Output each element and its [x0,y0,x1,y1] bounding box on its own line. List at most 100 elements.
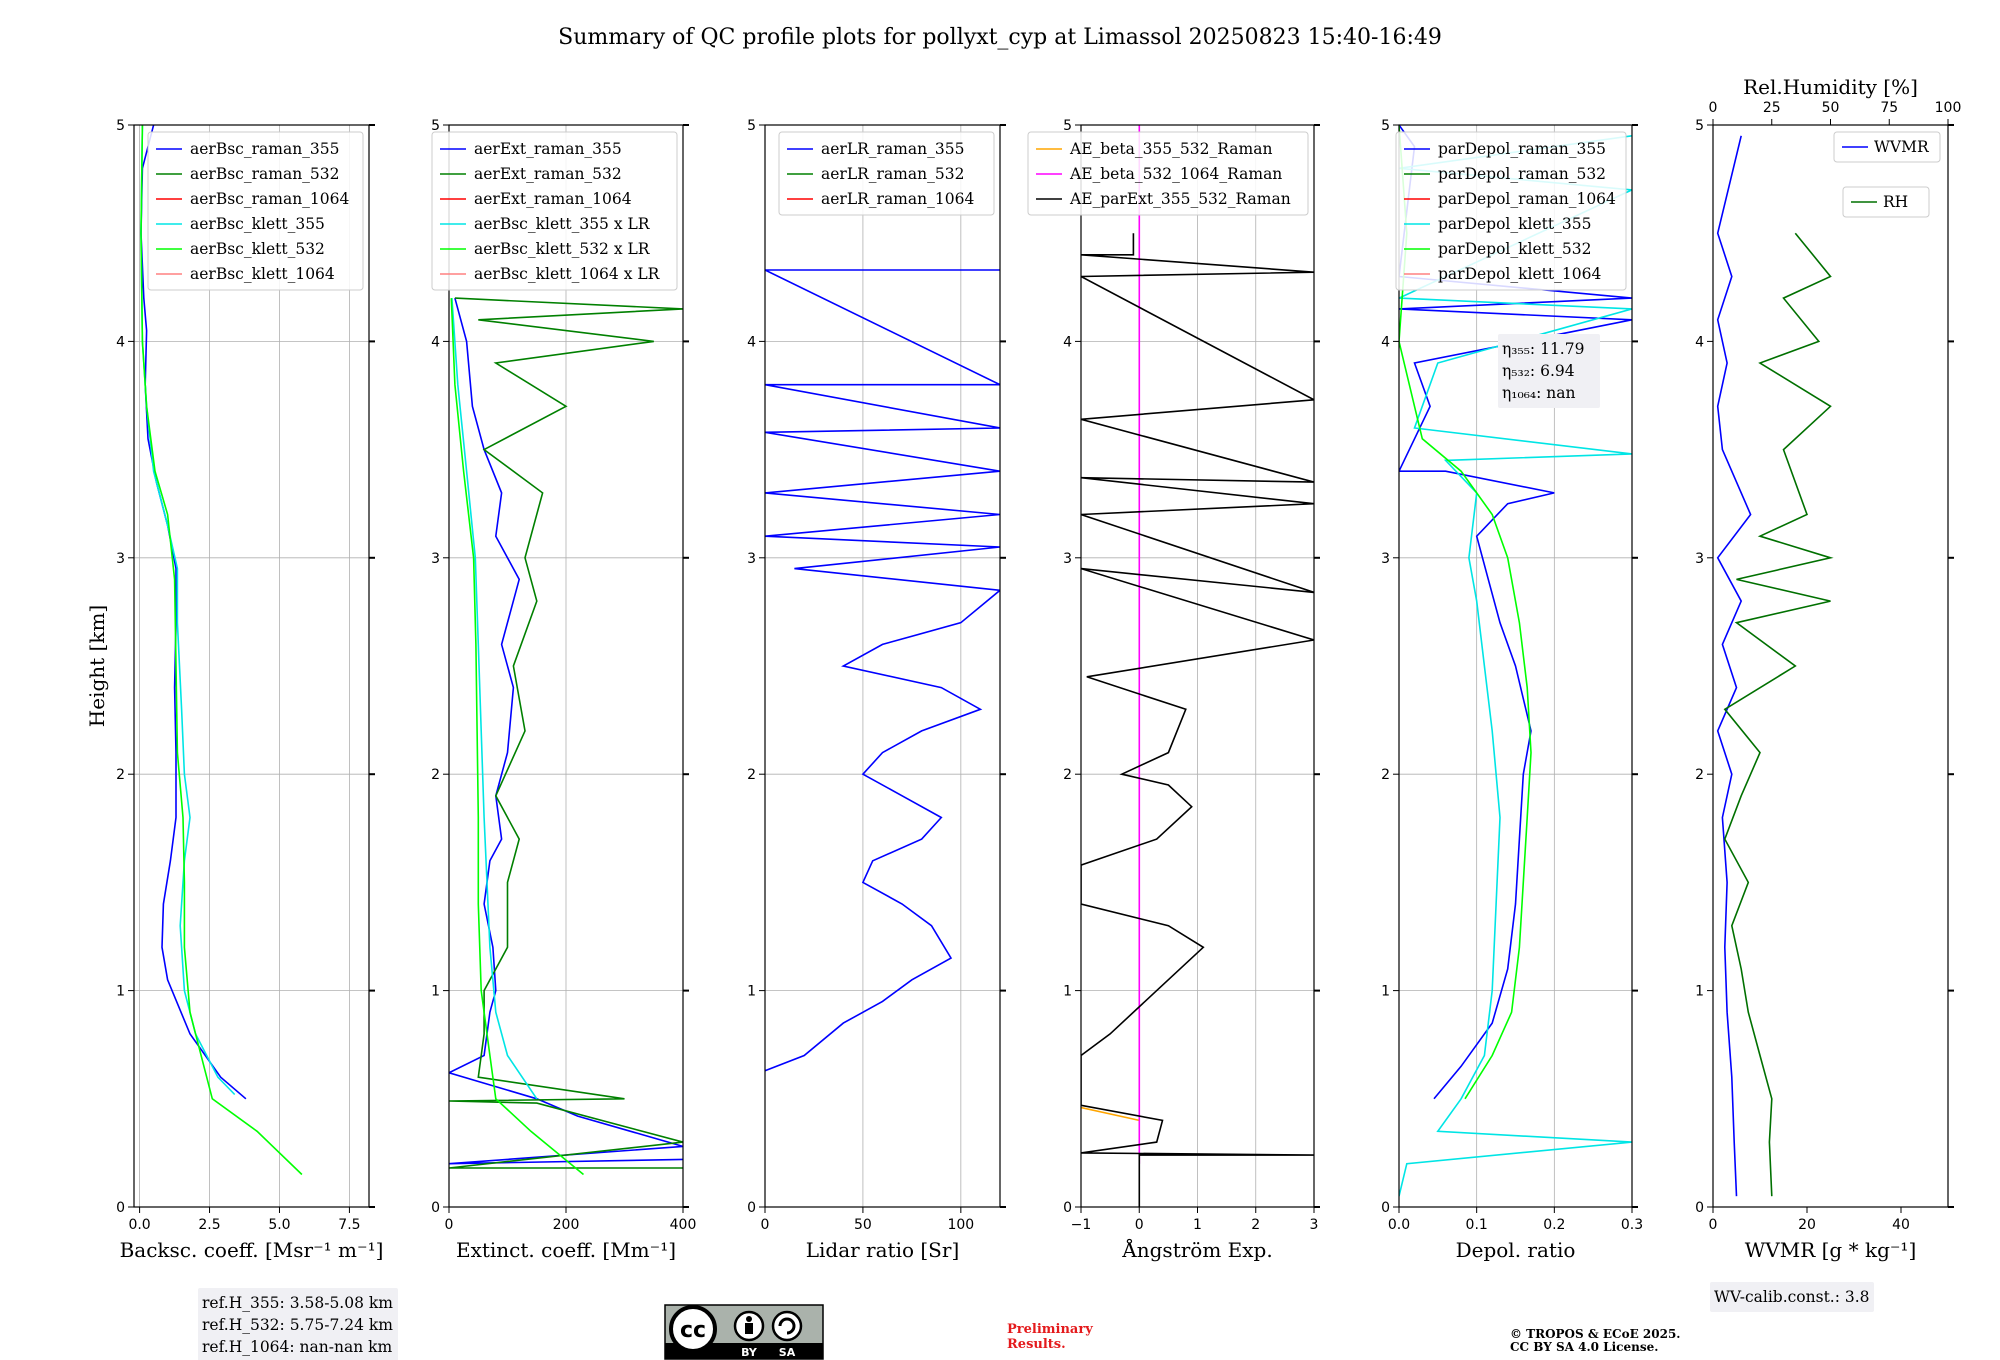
y-tick-label: 4 [1695,334,1704,350]
x-tick-label: 100 [947,1217,974,1233]
annotation-box [198,1288,398,1360]
legend-label: aerBsc_klett_1064 x LR [474,265,661,283]
x-tick-label: 0 [761,1217,770,1233]
axes-frame [133,124,370,1208]
x-tick-label: 20 [1798,1217,1816,1233]
y-tick-label: 1 [116,984,125,1000]
y-tick-label: 0 [1381,1200,1390,1216]
badge-by: BY [741,1346,758,1359]
series-line-parDepol_raman_355 [1399,125,1632,1100]
y-tick-label: 5 [1063,118,1072,134]
x-tick-label: 0.0 [128,1217,150,1233]
legend-label: aerBsc_klett_355 x LR [474,215,651,233]
x2-tick-label: 100 [1935,100,1962,116]
series-group [1399,125,1632,1197]
axes-frame [1712,124,1949,1208]
y-tick-label: 5 [747,118,756,134]
legend-label: aerBsc_raman_532 [190,165,340,183]
share-alike-icon [771,1310,803,1342]
annotation-box [1710,1282,1874,1312]
x-tick-label: 3 [1310,1217,1319,1233]
legend-box [1395,131,1627,291]
legend-label: parDepol_klett_532 [1438,240,1591,258]
y-tick-label: 0 [116,1200,125,1216]
x-axis-label: Lidar ratio [Sr] [806,1238,960,1262]
copyright-line-1: © TROPOS & ECoE 2025. [1510,1327,1680,1341]
cc-license-badge: cc BY SA [664,1304,824,1360]
x-axis-label: Extinct. coeff. [Mm⁻¹] [456,1238,676,1262]
y-tick-label: 0 [431,1200,440,1216]
y-tick-label: 3 [1063,551,1072,567]
x-tick-label: −1 [1071,1217,1092,1233]
legend-label: aerExt_raman_532 [474,165,622,183]
series-line-aerBsc_klett_355 x LR [451,298,538,1100]
panels: 0.0 2.5 5.0 7.5 0 1 2 3 4 5 Backsc. coeff. [Msr⁻¹ … [85,75,1961,1360]
series-line-AE_parExt_355_532_Raman [1081,233,1314,1207]
x-axis-label: Ångström Exp. [1121,1237,1272,1262]
legend-label: parDepol_klett_1064 [1438,265,1601,283]
x-tick-label: 0.2 [1543,1217,1565,1233]
preliminary-line-1: Preliminary [1007,1322,1093,1337]
panel-3: 0 50 100 0 1 2 3 4 5 Lidar ratio [Sr] aerLR_raman_… [747,118,1006,1262]
y-tick-label: 2 [1695,767,1704,783]
axes-frame [1398,124,1633,1208]
x-tick-label: 400 [670,1217,697,1233]
preliminary-line-2: Results. [1007,1337,1066,1352]
y-tick-label: 5 [431,118,440,134]
legend-label: aerBsc_klett_532 x LR [474,240,651,258]
series-line-RH [1723,232,1834,1197]
legend-label: aerExt_raman_355 [474,140,622,158]
y-tick-label: 2 [116,767,125,783]
x-tick-label: 200 [553,1217,580,1233]
x-tick-label: 5.0 [268,1217,290,1233]
legend-box [1842,186,1930,218]
series-line-AE_beta_355_532_Raman [1081,1106,1140,1122]
y-tick-label: 1 [1381,984,1390,1000]
y-tick-label: 2 [1063,767,1072,783]
legend-label: aerBsc_raman_355 [190,140,340,158]
annotation-line: ref.H_355: 3.58-5.08 km [202,1294,393,1312]
legend-label: RH [1883,193,1908,211]
legend-box [778,131,995,216]
y-tick-label: 0 [747,1200,756,1216]
y-axis-label: Height [km] [85,605,109,727]
legend-label: aerLR_raman_355 [821,140,964,158]
series-line-aerBsc_klett_532 [140,125,303,1176]
x2-tick-label: 50 [1822,100,1840,116]
x2-tick-label: 0 [1709,100,1718,116]
panel-6: 0 20 40 0 1 2 3 4 5 WVMR [g * kg⁻¹] 0 25 50 75 100 Rel.… [1695,75,1961,1312]
y-tick-label: 1 [1063,984,1072,1000]
figure-title: Summary of QC profile plots for pollyxt_… [558,25,1442,50]
x2-tick-label: 25 [1763,100,1781,116]
y-tick-label: 4 [1063,334,1072,350]
x-tick-label: 0 [1135,1217,1144,1233]
y-tick-label: 3 [747,551,756,567]
y-tick-label: 4 [116,334,125,350]
legend-label: WVMR [1874,138,1930,156]
y-tick-label: 2 [431,767,440,783]
series-group [1081,125,1314,1207]
x2-tick-label: 75 [1880,100,1898,116]
legend-label: aerExt_raman_1064 [474,190,632,208]
annotation-line: η₃₅₅: 11.79 [1502,340,1584,358]
legend-label: aerBsc_klett_532 [190,240,325,258]
annotation-line: η₁₀₆₄: nan [1502,384,1576,402]
y-tick-label: 3 [431,551,440,567]
annotation-line: η₅₃₂: 6.94 [1502,362,1575,380]
legend-label: aerLR_raman_532 [821,165,964,183]
y-tick-label: 2 [747,767,756,783]
series-line-parDepol_klett_532 [1399,125,1532,1100]
x-tick-label: 1 [1193,1217,1202,1233]
x-axis-label: Backsc. coeff. [Msr⁻¹ m⁻¹] [120,1238,384,1262]
y-tick-label: 5 [1381,118,1390,134]
legend-label: parDepol_raman_1064 [1438,190,1616,208]
legend-label: aerLR_raman_1064 [821,190,974,208]
y-tick-label: 4 [747,334,756,350]
y-tick-label: 5 [1695,118,1704,134]
legend-label: AE_parExt_355_532_Raman [1069,190,1291,208]
series-line-aerExt_raman_355 [449,297,683,1165]
legend-label: parDepol_raman_355 [1438,140,1606,158]
y-tick-label: 1 [747,984,756,1000]
